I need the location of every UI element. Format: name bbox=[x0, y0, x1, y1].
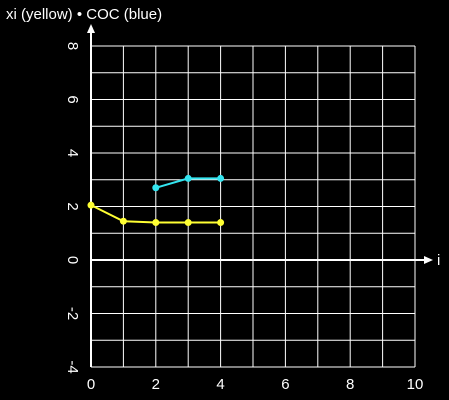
point bbox=[152, 219, 160, 227]
x-tick-label: 4 bbox=[216, 376, 224, 393]
point bbox=[87, 201, 95, 209]
y-tick-label: -4 bbox=[64, 360, 81, 373]
x-tick-label: 10 bbox=[407, 376, 424, 393]
point bbox=[184, 174, 192, 182]
point bbox=[217, 219, 225, 227]
y-tick-label: 4 bbox=[64, 149, 81, 157]
point bbox=[184, 219, 192, 227]
x-tick-label: 8 bbox=[346, 376, 354, 393]
x-tick-label: 6 bbox=[281, 376, 289, 393]
chart-title: xi (yellow) • COC (blue) bbox=[6, 6, 162, 23]
x-axis-label: i bbox=[437, 252, 440, 269]
y-axis-arrow bbox=[87, 24, 95, 33]
y-tick-label: 0 bbox=[64, 256, 81, 264]
x-tick-label: 0 bbox=[87, 376, 95, 393]
point bbox=[119, 217, 127, 225]
y-tick-label: -2 bbox=[64, 307, 81, 320]
point bbox=[152, 184, 160, 192]
y-tick-label: 6 bbox=[64, 95, 81, 103]
point bbox=[217, 174, 225, 182]
y-tick-label: 8 bbox=[64, 42, 81, 50]
x-axis-arrow bbox=[424, 256, 433, 264]
x-tick-label: 2 bbox=[152, 376, 160, 393]
y-tick-label: 2 bbox=[64, 202, 81, 210]
